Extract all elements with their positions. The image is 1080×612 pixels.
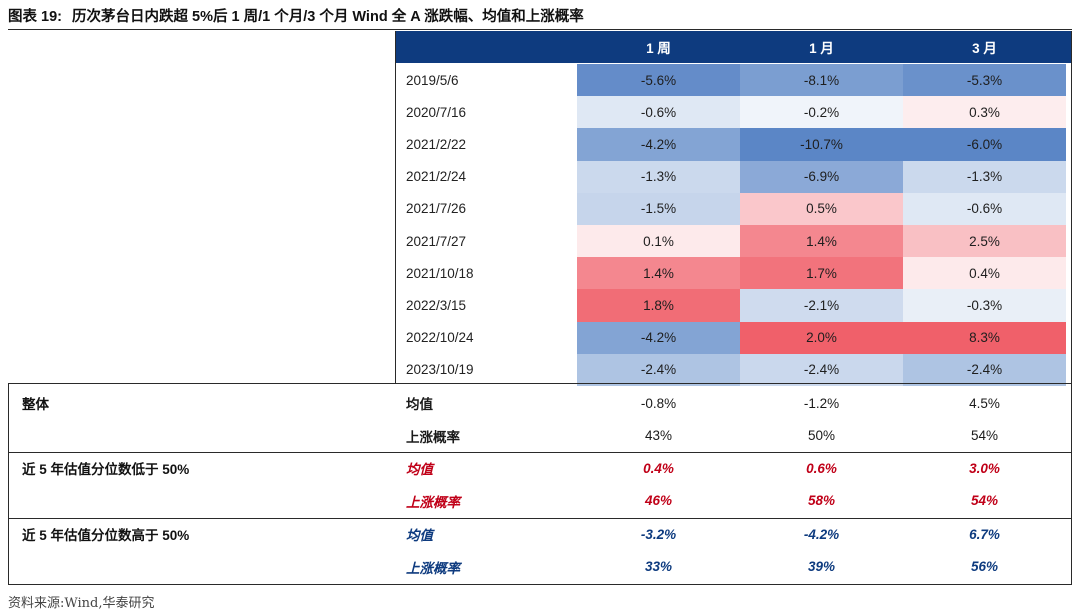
section-rule-3 — [8, 518, 1072, 519]
section-rule-2 — [8, 452, 1072, 453]
table-row: 2022/10/24 -4.2% 2.0% 8.3% — [0, 321, 1080, 354]
table-row: 2021/2/22 -4.2% -10.7% -6.0% — [0, 128, 1080, 161]
summary-row: 近 5 年估值分位数高于 50% 均值 -3.2% -4.2% 6.7% — [0, 518, 1080, 551]
group-label: 近 5 年估值分位数低于 50% — [22, 462, 190, 478]
summary-cell-1m: 0.6% — [806, 460, 837, 476]
group-label: 近 5 年估值分位数高于 50% — [22, 528, 190, 544]
cell-1m: 2.0% — [740, 321, 903, 354]
metric-label: 均值 — [406, 528, 433, 544]
metric-label: 上涨概率 — [406, 429, 460, 445]
table-row: 2021/7/26 -1.5% 0.5% -0.6% — [0, 192, 1080, 225]
cell-1m: -8.1% — [740, 64, 903, 97]
cell-3m: -1.3% — [903, 160, 1066, 193]
row-date: 2023/10/19 — [406, 362, 474, 378]
table-row: 2021/10/18 1.4% 1.7% 0.4% — [0, 257, 1080, 290]
table-row: 2021/7/27 0.1% 1.4% 2.5% — [0, 225, 1080, 258]
summary-cell-1w: 33% — [644, 559, 673, 575]
cell-3m: 2.5% — [903, 225, 1066, 258]
row-date: 2021/7/27 — [406, 233, 467, 249]
row-date: 2021/2/24 — [406, 169, 467, 185]
summary-cell-1m: -4.2% — [803, 526, 840, 542]
cell-3m: 0.4% — [903, 257, 1066, 290]
summary-cell-1m: 50% — [807, 428, 836, 444]
column-header-1m: 1 月 — [809, 41, 834, 56]
cell-1m: 1.7% — [740, 257, 903, 290]
metric-label: 均值 — [406, 397, 433, 413]
table-left-border — [8, 383, 9, 585]
cell-3m: 8.3% — [903, 321, 1066, 354]
metric-label: 上涨概率 — [406, 494, 460, 510]
cell-1m: -2.1% — [740, 289, 903, 322]
group-label: 整体 — [22, 397, 49, 413]
cell-1w: -1.3% — [577, 160, 740, 193]
cell-1w: -0.6% — [577, 96, 740, 129]
row-date: 2021/10/18 — [406, 265, 474, 281]
bottom-rule — [8, 584, 1072, 585]
cell-3m: -0.3% — [903, 289, 1066, 322]
column-header-1w: 1 周 — [646, 41, 671, 56]
summary-cell-3m: 56% — [970, 559, 999, 575]
cell-1w: 1.4% — [577, 257, 740, 290]
row-date: 2022/3/15 — [406, 297, 467, 313]
row-date: 2020/7/16 — [406, 104, 467, 120]
summary-cell-3m: 3.0% — [969, 460, 1000, 476]
row-date: 2022/10/24 — [406, 330, 474, 346]
table-row: 2020/7/16 -0.6% -0.2% 0.3% — [0, 96, 1080, 129]
summary-cell-1m: 39% — [807, 559, 836, 575]
summary-cell-1m: 58% — [807, 493, 836, 509]
cell-1w: -5.6% — [577, 64, 740, 97]
cell-1m: 0.5% — [740, 192, 903, 225]
row-date: 2021/7/26 — [406, 201, 467, 217]
cell-1m: -6.9% — [740, 160, 903, 193]
cell-3m: 0.3% — [903, 96, 1066, 129]
section-rule-1 — [8, 383, 1072, 384]
table-row: 2021/2/24 -1.3% -6.9% -1.3% — [0, 160, 1080, 193]
cell-1m: -10.7% — [740, 128, 903, 161]
summary-row: 整体 均值 -0.8% -1.2% 4.5% — [0, 387, 1080, 420]
cell-3m: -0.6% — [903, 192, 1066, 225]
table-row: 2022/3/15 1.8% -2.1% -0.3% — [0, 289, 1080, 322]
source-note: 资料来源:Wind,华泰研究 — [8, 596, 155, 611]
figure-title: 图表 19: 历次茅台日内跌超 5%后 1 周/1 个月/3 个月 Wind 全 … — [8, 6, 584, 28]
summary-cell-1w: 0.4% — [643, 460, 674, 476]
summary-cell-1m: -1.2% — [803, 395, 840, 411]
table-row: 2023/10/19 -2.4% -2.4% -2.4% — [0, 353, 1080, 386]
summary-cell-3m: 54% — [970, 493, 999, 509]
row-date: 2019/5/6 — [406, 72, 459, 88]
column-header-3m: 3 月 — [972, 41, 997, 56]
date-column-left-border — [395, 31, 396, 383]
cell-1w: -1.5% — [577, 192, 740, 225]
cell-3m: -5.3% — [903, 64, 1066, 97]
summary-row: 近 5 年估值分位数低于 50% 均值 0.4% 0.6% 3.0% — [0, 452, 1080, 485]
summary-row: 上涨概率 46% 58% 54% — [0, 485, 1080, 518]
summary-cell-1w: -3.2% — [640, 526, 677, 542]
cell-1w: 1.8% — [577, 289, 740, 322]
cell-1w: -2.4% — [577, 353, 740, 386]
cell-1w: -4.2% — [577, 128, 740, 161]
table-header: 1 周 1 月 3 月 — [396, 31, 1072, 63]
figure-label: 图表 19: — [8, 9, 62, 25]
cell-3m: -2.4% — [903, 353, 1066, 386]
row-date: 2021/2/22 — [406, 136, 467, 152]
summary-cell-3m: 6.7% — [969, 526, 1000, 542]
top-rule — [8, 29, 1072, 30]
cell-1w: -4.2% — [577, 321, 740, 354]
cell-1m: -2.4% — [740, 353, 903, 386]
table-right-border — [1071, 31, 1072, 585]
summary-cell-1w: 43% — [644, 428, 673, 444]
summary-row: 上涨概率 43% 50% 54% — [0, 420, 1080, 453]
summary-cell-3m: 54% — [970, 428, 999, 444]
table-row: 2019/5/6 -5.6% -8.1% -5.3% — [0, 64, 1080, 97]
metric-label: 上涨概率 — [406, 560, 460, 576]
figure-title-text: 历次茅台日内跌超 5%后 1 周/1 个月/3 个月 Wind 全 A 涨跌幅、… — [72, 9, 584, 25]
cell-1m: 1.4% — [740, 225, 903, 258]
cell-3m: -6.0% — [903, 128, 1066, 161]
metric-label: 均值 — [406, 462, 433, 478]
summary-cell-3m: 4.5% — [969, 395, 1000, 411]
summary-cell-1w: -0.8% — [640, 395, 677, 411]
cell-1m: -0.2% — [740, 96, 903, 129]
cell-1w: 0.1% — [577, 225, 740, 258]
summary-cell-1w: 46% — [644, 493, 673, 509]
summary-row: 上涨概率 33% 39% 56% — [0, 551, 1080, 584]
